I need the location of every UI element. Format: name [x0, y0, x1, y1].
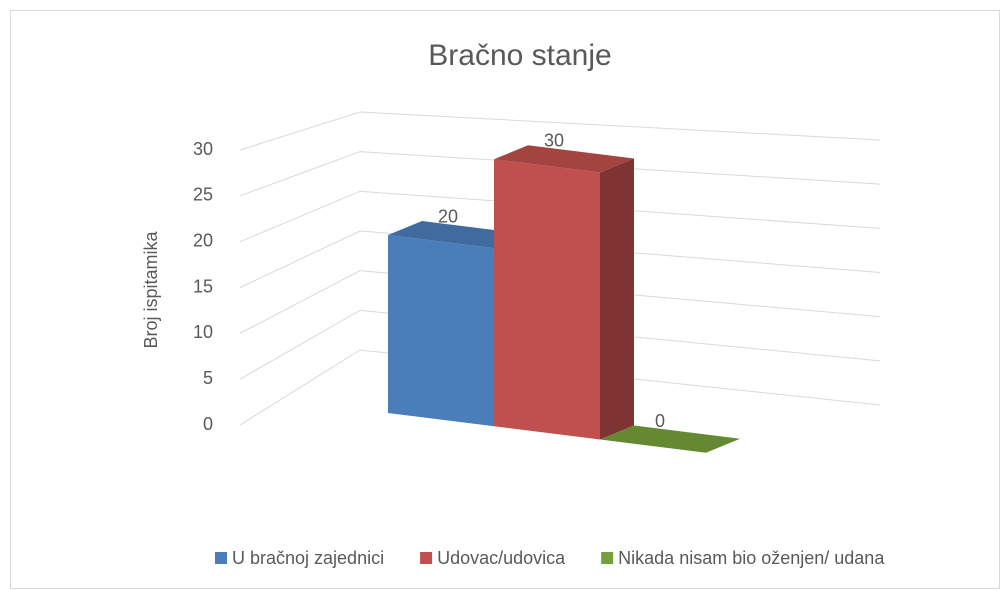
bar-side — [600, 158, 634, 440]
legend-swatch — [215, 552, 227, 564]
y-tick-label: 5 — [203, 368, 213, 388]
bar — [494, 145, 634, 440]
chart-title: Bračno stanje — [428, 39, 611, 72]
grid-line — [239, 190, 881, 243]
y-axis-title: Broj ispitamika — [141, 230, 161, 348]
grid-line — [239, 151, 881, 197]
grid-line — [239, 309, 881, 380]
grid-line — [239, 111, 881, 151]
grid-line — [239, 230, 881, 288]
legend-swatch — [601, 552, 614, 564]
value-label: 30 — [544, 131, 564, 151]
bar — [600, 425, 740, 453]
grid-line — [239, 349, 881, 426]
y-tick-label: 10 — [193, 322, 213, 342]
y-tick-label: 0 — [203, 414, 213, 434]
y-tick-label: 25 — [193, 185, 213, 205]
y-tick-label: 15 — [193, 276, 213, 296]
legend-label: U bračnoj zajednici — [232, 548, 384, 568]
legend-label: Udovac/udovica — [437, 548, 566, 568]
bar-top — [600, 425, 740, 453]
bar-top — [494, 145, 634, 173]
grid-line — [239, 270, 881, 334]
legend-label: Nikada nisam bio oženjen/ udana — [618, 548, 885, 568]
y-tick-label: 20 — [193, 230, 213, 250]
value-label: 20 — [438, 206, 458, 226]
bar-top — [388, 221, 528, 249]
bar-front — [494, 159, 600, 440]
bar-front — [388, 235, 494, 427]
legend-swatch — [420, 552, 433, 564]
value-label: 0 — [655, 411, 665, 431]
y-tick-label: 30 — [193, 139, 213, 159]
